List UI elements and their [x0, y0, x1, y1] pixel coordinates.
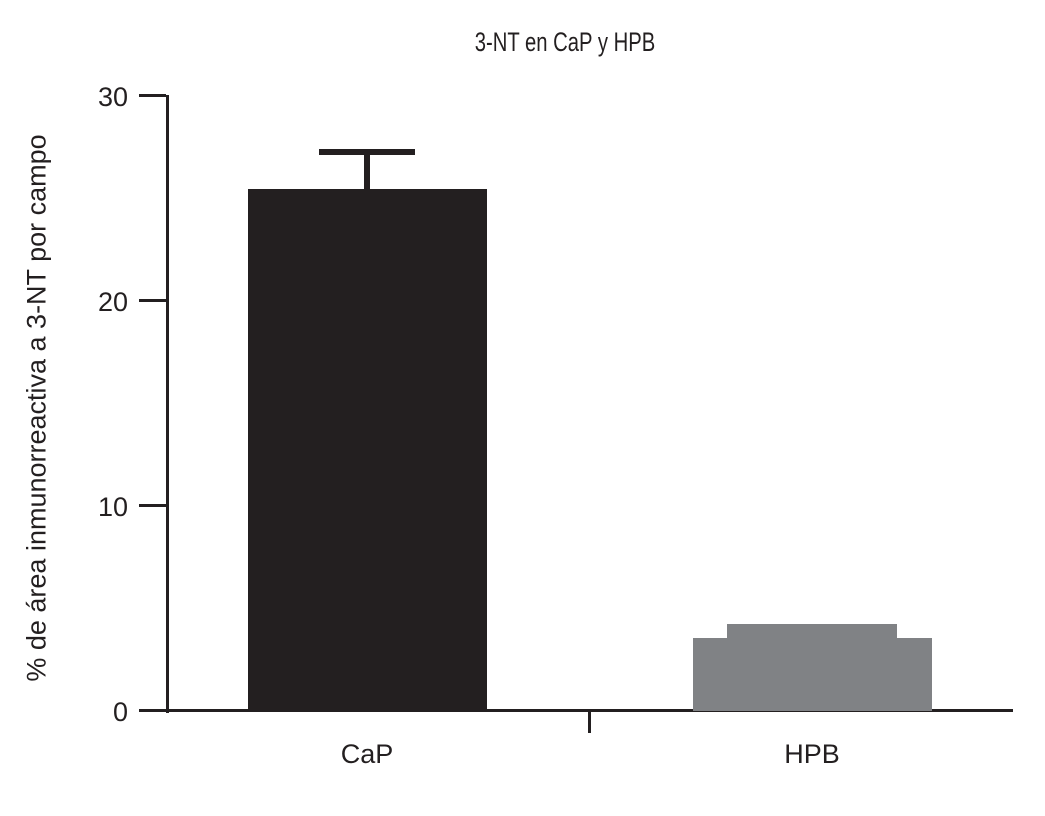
y-axis-tick	[139, 94, 166, 97]
chart-title: 3-NT en CaP y HPB	[474, 27, 656, 57]
y-axis-tick	[139, 504, 166, 507]
x-axis-tick	[588, 710, 591, 733]
y-tick-label: 20	[97, 287, 128, 317]
y-axis-tick	[139, 299, 166, 302]
y-tick-label: 30	[97, 82, 128, 112]
y-axis-line	[166, 95, 169, 713]
x-category-label: CaP	[340, 739, 394, 769]
bar-hpb	[692, 638, 932, 711]
x-category-label: HPB	[784, 739, 840, 769]
y-tick-label: 10	[97, 492, 128, 522]
x-axis-line	[139, 709, 1013, 712]
error-bar-cap	[319, 149, 415, 156]
y-tick-label: 0	[112, 697, 128, 727]
bar-cap	[247, 189, 487, 711]
error-bar-stem	[364, 152, 370, 194]
